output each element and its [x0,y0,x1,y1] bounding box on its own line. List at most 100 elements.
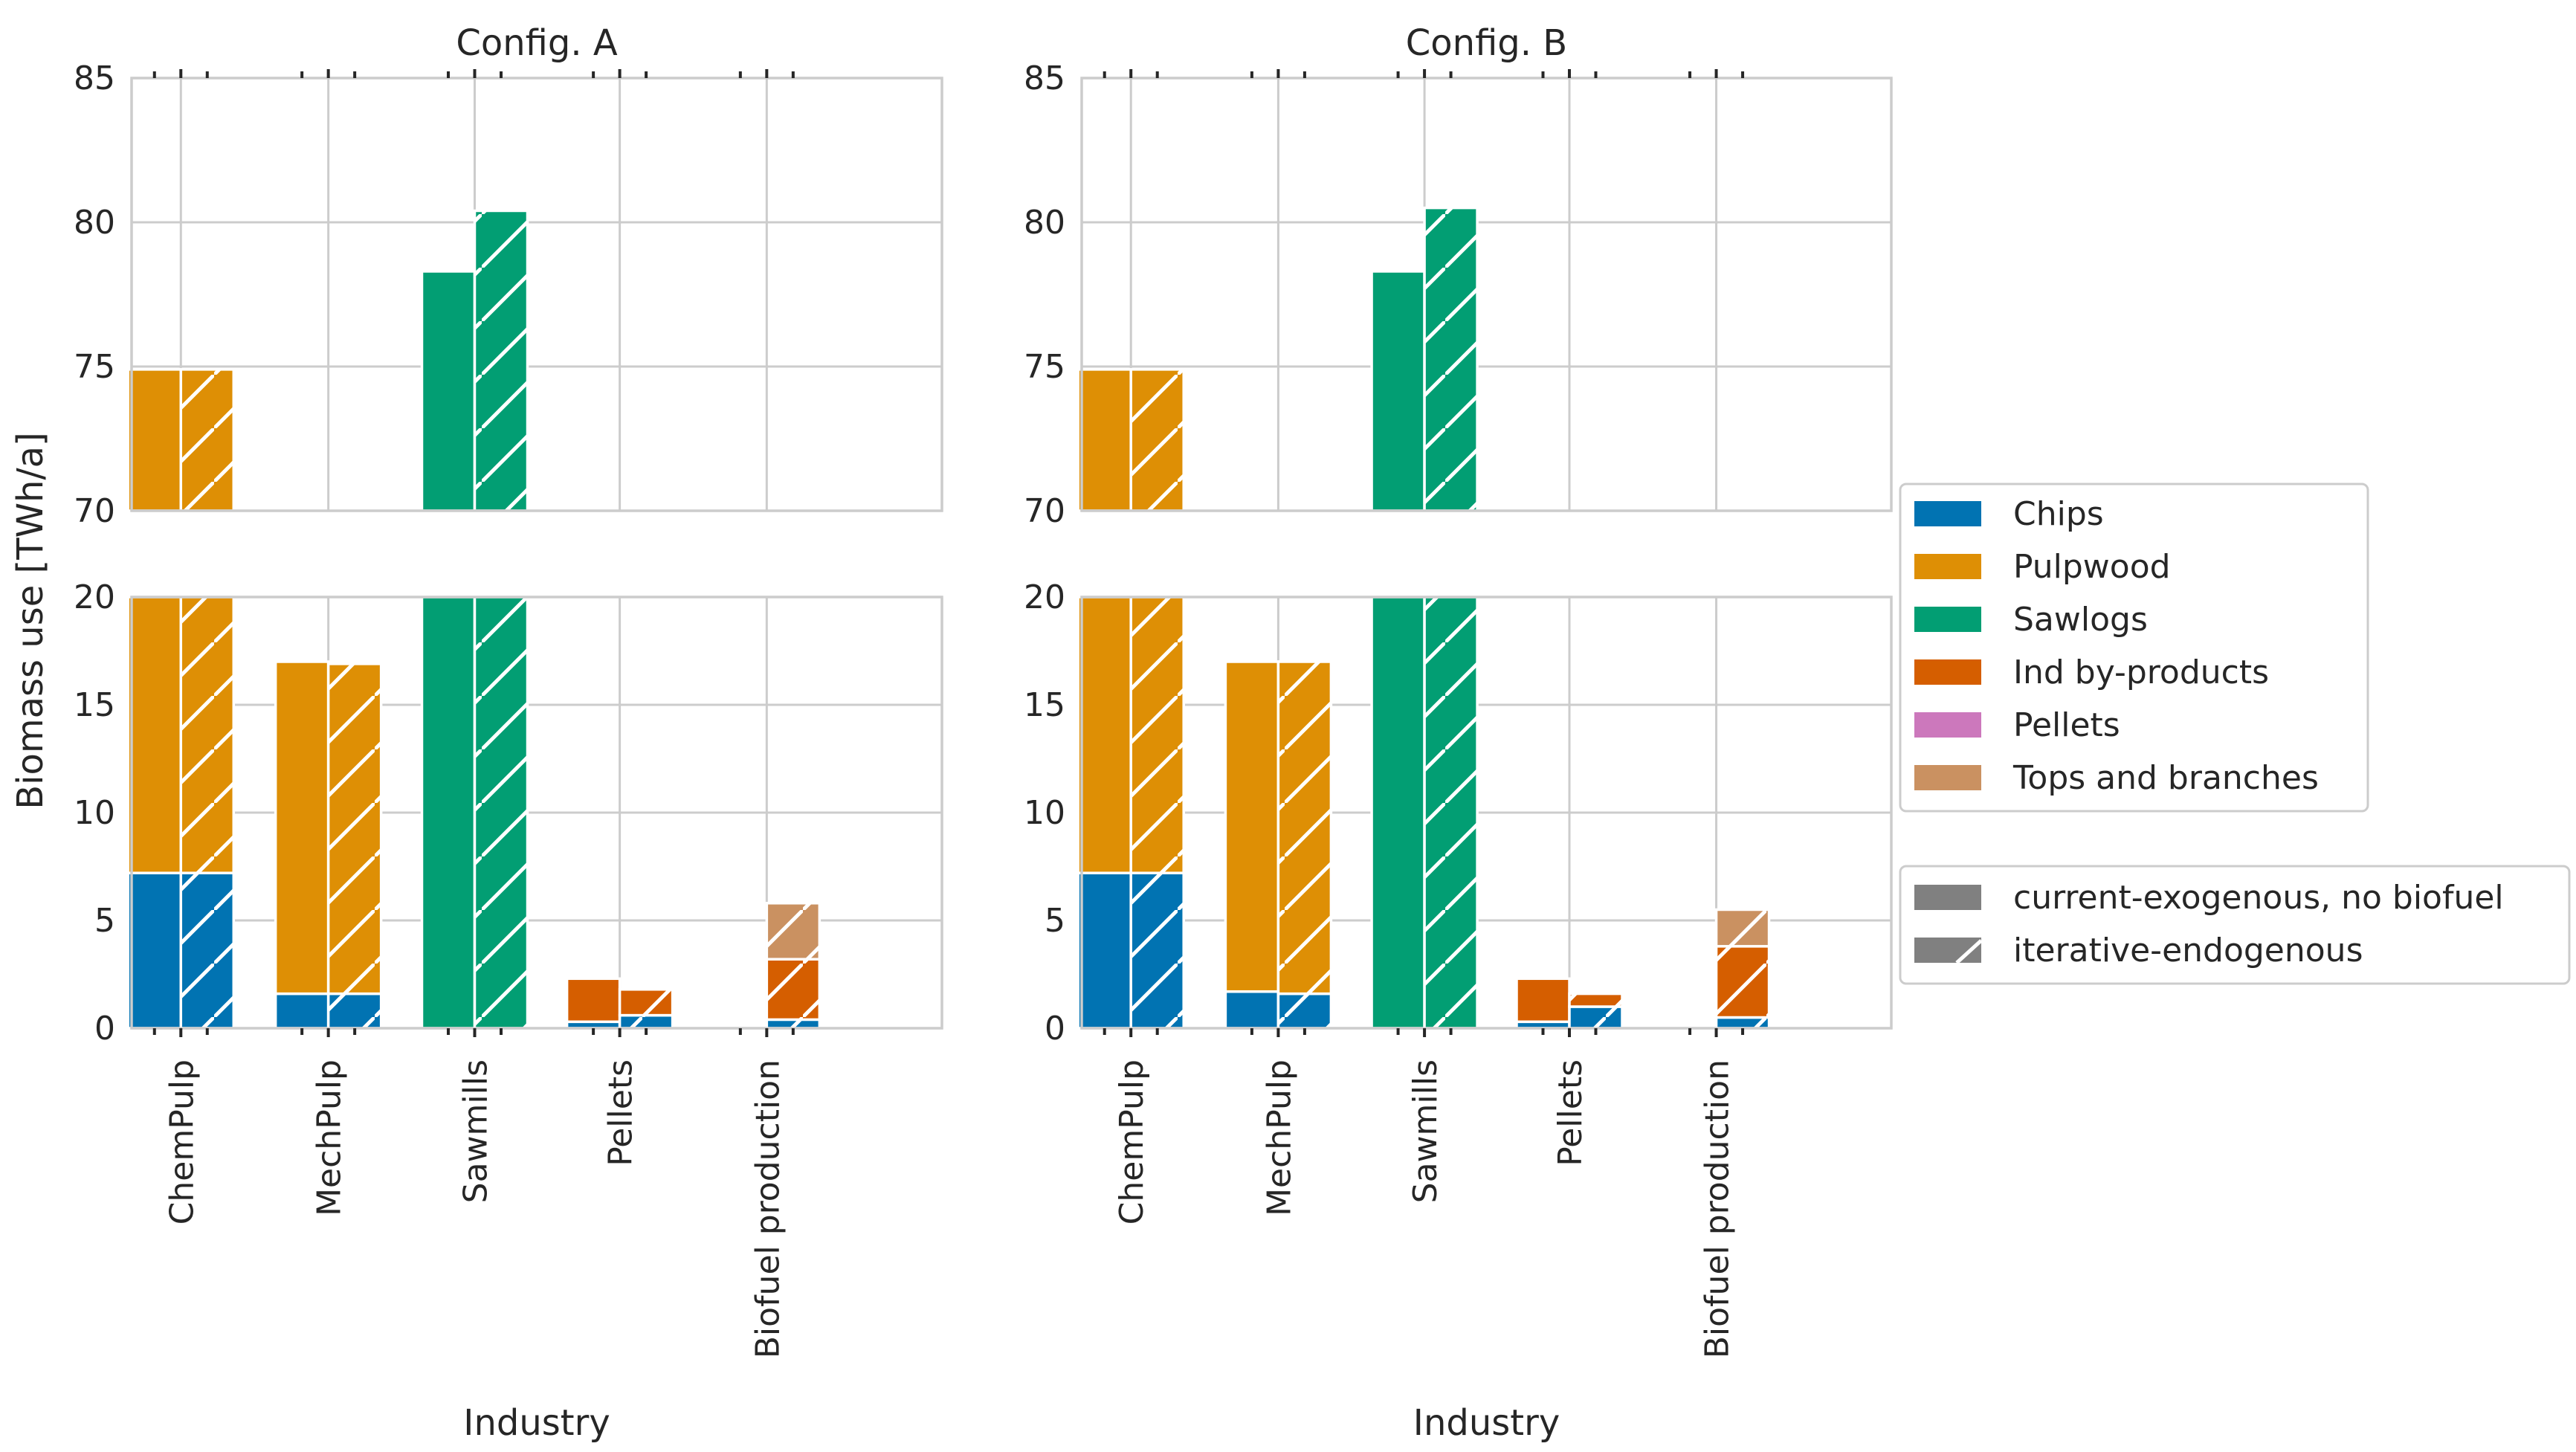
legend-label: Ind by-products [2013,654,2269,691]
y-tick-label: 5 [94,902,115,940]
axes-frame [130,596,943,1030]
bar-hatch [474,597,528,1028]
bar-hatch [1278,993,1331,1028]
bar-hatch [181,597,234,874]
legend-swatch [1914,501,1981,526]
y-tick-label: 10 [74,794,115,832]
bar-sawmills-sawlogs-current-exogenous-no-biofuel [420,270,477,512]
bar-chempulp-chips-current-exogenous-no-biofuel [1076,871,1132,1030]
legend-label: current-exogenous, no biofuel [2013,879,2504,917]
legend-scenarios: current-exogenous, no biofuel iterative-e… [1899,865,2571,985]
bar-chempulp-pulpwood-current-exogenous-no-biofuel [1076,368,1132,512]
bars [1076,206,1771,1030]
y-tick-label: 5 [1045,902,1065,940]
x-tick-label: Pellets [1552,1059,1589,1167]
legend-label: Tops and branches [2012,759,2319,797]
legend-swatch [1914,554,1981,579]
y-tick-label: 80 [74,204,115,242]
bar-hatch [1569,1007,1623,1028]
bar-chempulp-pulpwood-current-exogenous-no-biofuel [126,596,183,874]
legend-item-pellets: Pellets [1914,706,2120,744]
axes-frame [1080,77,1893,512]
legend-swatch [1914,765,1981,790]
x-axis-label: Industry [463,1402,610,1444]
legend-label: Sawlogs [2013,601,2148,639]
y-tick-label: 70 [74,492,115,530]
x-tick-label: Sawmills [1407,1059,1444,1203]
y-tick-label: 15 [74,686,115,724]
legend-segments: Chips Pulpwood Sawlogs Ind by-products Pelle… [1899,483,2369,813]
axes-frame [1080,596,1893,1030]
bar-hatch [328,663,381,994]
bar-hatch [1569,993,1623,1007]
bar-hatch [1716,909,1769,946]
x-axis-label: Industry [1413,1402,1560,1444]
legend-label: iterative-endogenous [2013,932,2363,969]
bar-mechpulp-pulpwood-current-exogenous-no-biofuel [274,660,330,996]
bar-sawmills-sawlogs-current-exogenous-no-biofuel [1370,596,1426,1030]
bar-chempulp-chips-current-exogenous-no-biofuel [126,871,183,1030]
panel-title: Config. B [1406,22,1567,64]
legend-item-ind-by-products: Ind by-products [1914,654,2269,691]
legend-item-current-exogenous-no-biofuel: current-exogenous, no biofuel [1914,879,2504,917]
bar-hatch [766,1019,820,1028]
bar-pellets-ind-by-products-current-exogenous-no-biofuel [565,977,622,1024]
y-tick-label: 20 [1024,578,1065,616]
bar-hatch [619,1015,673,1028]
legend-item-sawlogs: Sawlogs [1914,601,2148,639]
bar-hatch [1278,662,1331,994]
bar-hatch [181,369,234,511]
bar-hatch [766,959,820,1020]
y-tick-label: 0 [94,1010,115,1048]
legend-swatch [1914,712,1981,738]
axes-frame [130,77,943,512]
bar-chempulp-pulpwood-current-exogenous-no-biofuel [126,368,183,512]
bar-hatch [474,210,528,511]
legend-item-tops-and-branches: Tops and branches [1914,759,2319,797]
legend-hatch-mark [1955,939,1983,964]
bar-hatch [1131,369,1184,511]
bar-hatch [1424,207,1478,511]
x-tick-label: Biofuel production [1699,1059,1737,1358]
legend-box [1899,865,2571,985]
x-tick-label: ChemPulp [163,1059,201,1224]
legend-item-iterative-endogenous: iterative-endogenous [1914,932,2363,969]
legend-label: Pellets [2013,706,2120,744]
bar-sawmills-sawlogs-current-exogenous-no-biofuel [420,596,477,1030]
bar-pellets-ind-by-products-current-exogenous-no-biofuel [1515,977,1571,1024]
legend-item-chips: Chips [1914,495,2104,533]
y-axis-label: Biomass use [TWh/a] [10,432,51,810]
legend-label: Pulpwood [2013,548,2171,586]
y-tick-label: 85 [1024,59,1065,97]
y-tick-label: 15 [1024,686,1065,724]
y-tick-label: 70 [1024,492,1065,530]
y-tick-label: 10 [1024,794,1065,832]
panel-title: Config. A [456,22,618,64]
x-tick-label: MechPulp [311,1059,349,1216]
bar-hatch [1131,873,1184,1028]
bar-chempulp-pulpwood-current-exogenous-no-biofuel [1076,596,1132,874]
bars [126,209,821,1030]
bar-hatch [181,873,234,1028]
bar-hatch [1424,597,1478,1028]
x-tick-label: ChemPulp [1113,1059,1151,1224]
legend-swatch [1914,885,1981,910]
legend-swatch [1914,607,1981,632]
y-tick-label: 0 [1045,1010,1065,1048]
y-tick-label: 85 [74,59,115,97]
y-tick-label: 80 [1024,204,1065,242]
legend-swatch [1914,659,1981,685]
bar-hatch [619,989,673,1016]
bar-mechpulp-chips-current-exogenous-no-biofuel [274,992,330,1030]
y-tick-label: 75 [1024,348,1065,386]
x-tick-label: MechPulp [1260,1059,1298,1216]
y-tick-label: 20 [74,578,115,616]
panel-config-b: Config. B 70 75 80 85 0 5 10 15 20 ChemPulp MechPul… [1024,22,1893,1444]
x-tick-label: Sawmills [457,1059,495,1203]
x-tick-label: Biofuel production [749,1059,787,1358]
legend-label: Chips [2013,495,2104,533]
panel-config-a: Config. A 70 75 80 85 0 5 10 15 20 ChemPulp MechPul… [74,22,943,1444]
bar-hatch [766,903,820,960]
legend-item-pulpwood: Pulpwood [1914,548,2171,586]
